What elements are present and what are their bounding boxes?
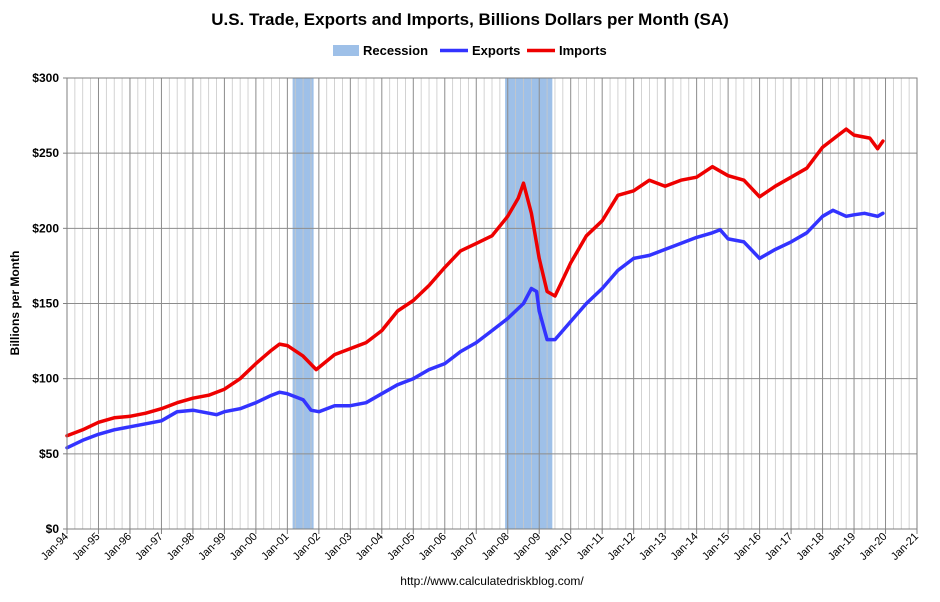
series-line-imports bbox=[65, 127, 885, 438]
x-tick-label: Jan-11 bbox=[575, 531, 607, 563]
x-tick-label: Jan-00 bbox=[228, 531, 260, 563]
legend-label-exports: Exports bbox=[472, 43, 520, 58]
x-tick-label: Jan-17 bbox=[763, 531, 795, 563]
x-tick-label: Jan-96 bbox=[102, 531, 134, 563]
x-tick-label: Jan-14 bbox=[668, 531, 700, 563]
x-tick-label: Jan-04 bbox=[354, 531, 386, 563]
y-axis-label: Billions per Month bbox=[8, 251, 22, 356]
x-tick-label: Jan-98 bbox=[165, 531, 197, 563]
legend-swatch-recession bbox=[333, 45, 359, 56]
x-tick-label: Jan-20 bbox=[857, 531, 889, 563]
x-tick-label: Jan-16 bbox=[731, 531, 763, 563]
y-tick-label: $150 bbox=[32, 297, 59, 311]
x-tick-label: Jan-10 bbox=[543, 531, 575, 563]
x-tick-label: Jan-18 bbox=[794, 531, 826, 563]
x-tick-label: Jan-07 bbox=[448, 531, 480, 563]
series-line-exports bbox=[65, 208, 885, 450]
legend: Recession Exports Imports bbox=[333, 43, 607, 58]
x-tick-label: Jan-02 bbox=[291, 531, 323, 563]
x-tick-label: Jan-03 bbox=[322, 531, 354, 563]
x-tick-label: Jan-19 bbox=[826, 531, 858, 563]
x-tick-label: Jan-21 bbox=[889, 531, 921, 563]
x-tick-label: Jan-99 bbox=[196, 531, 228, 563]
x-tick-label: Jan-97 bbox=[133, 531, 165, 563]
x-tick-label: Jan-13 bbox=[637, 531, 669, 563]
legend-label-recession: Recession bbox=[363, 43, 428, 58]
y-tick-label: $250 bbox=[32, 146, 59, 160]
x-tick-label: Jan-12 bbox=[606, 531, 638, 563]
y-tick-label: $200 bbox=[32, 221, 59, 235]
series-lines bbox=[65, 127, 885, 450]
x-tick-label: Jan-05 bbox=[385, 531, 417, 563]
x-tick-label: Jan-15 bbox=[700, 531, 732, 563]
legend-label-imports: Imports bbox=[559, 43, 607, 58]
chart-title: U.S. Trade, Exports and Imports, Billion… bbox=[211, 10, 729, 29]
y-tick-label: $300 bbox=[32, 71, 59, 85]
y-tick-label: $100 bbox=[32, 372, 59, 386]
y-tick-label: $0 bbox=[46, 522, 60, 536]
x-tick-label: Jan-01 bbox=[259, 531, 291, 563]
source-url: http://www.calculatedriskblog.com/ bbox=[400, 574, 584, 588]
x-tick-label: Jan-09 bbox=[511, 531, 543, 563]
y-tick-label: $50 bbox=[39, 447, 59, 461]
x-tick-label: Jan-08 bbox=[480, 531, 512, 563]
x-tick-label: Jan-95 bbox=[70, 531, 102, 563]
x-tick-label: Jan-06 bbox=[417, 531, 449, 563]
